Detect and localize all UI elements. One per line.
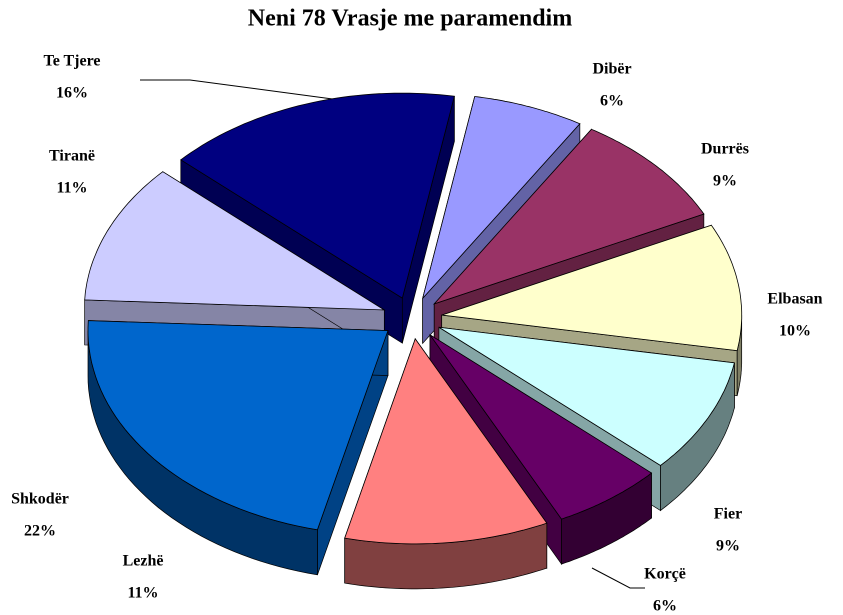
slice <box>87 320 389 531</box>
slice-label: Elbasan <box>767 291 822 308</box>
slice <box>429 334 653 520</box>
value-label: 22% <box>24 523 56 540</box>
slice-label: Fier <box>714 506 742 523</box>
slice <box>344 338 548 545</box>
slice-label: Lezhë <box>123 553 164 570</box>
value-label: 16% <box>56 85 88 102</box>
value-label: 11% <box>127 585 158 602</box>
slice-label: Korçë <box>644 566 686 583</box>
slice-label: Te Tjere <box>43 53 100 70</box>
slice <box>441 224 743 352</box>
slice-label: Durrës <box>701 141 749 158</box>
chart-title: Neni 78 Vrasje me paramendim <box>248 6 572 32</box>
slice <box>422 96 581 299</box>
value-label: 10% <box>779 323 811 340</box>
leader-line <box>591 567 645 589</box>
value-label: 9% <box>716 538 740 555</box>
value-label: 11% <box>56 180 87 197</box>
slice-label: Tiranë <box>49 148 95 165</box>
value-label: 9% <box>713 173 737 190</box>
slice <box>180 92 455 299</box>
leader-line <box>140 79 356 103</box>
slice-label: Dibër <box>592 61 631 78</box>
value-label: 6% <box>600 93 624 110</box>
slice <box>438 326 735 466</box>
slice-label: Shkodër <box>11 491 69 508</box>
value-label: 6% <box>653 598 677 615</box>
slice <box>84 171 386 311</box>
slice <box>432 128 705 305</box>
